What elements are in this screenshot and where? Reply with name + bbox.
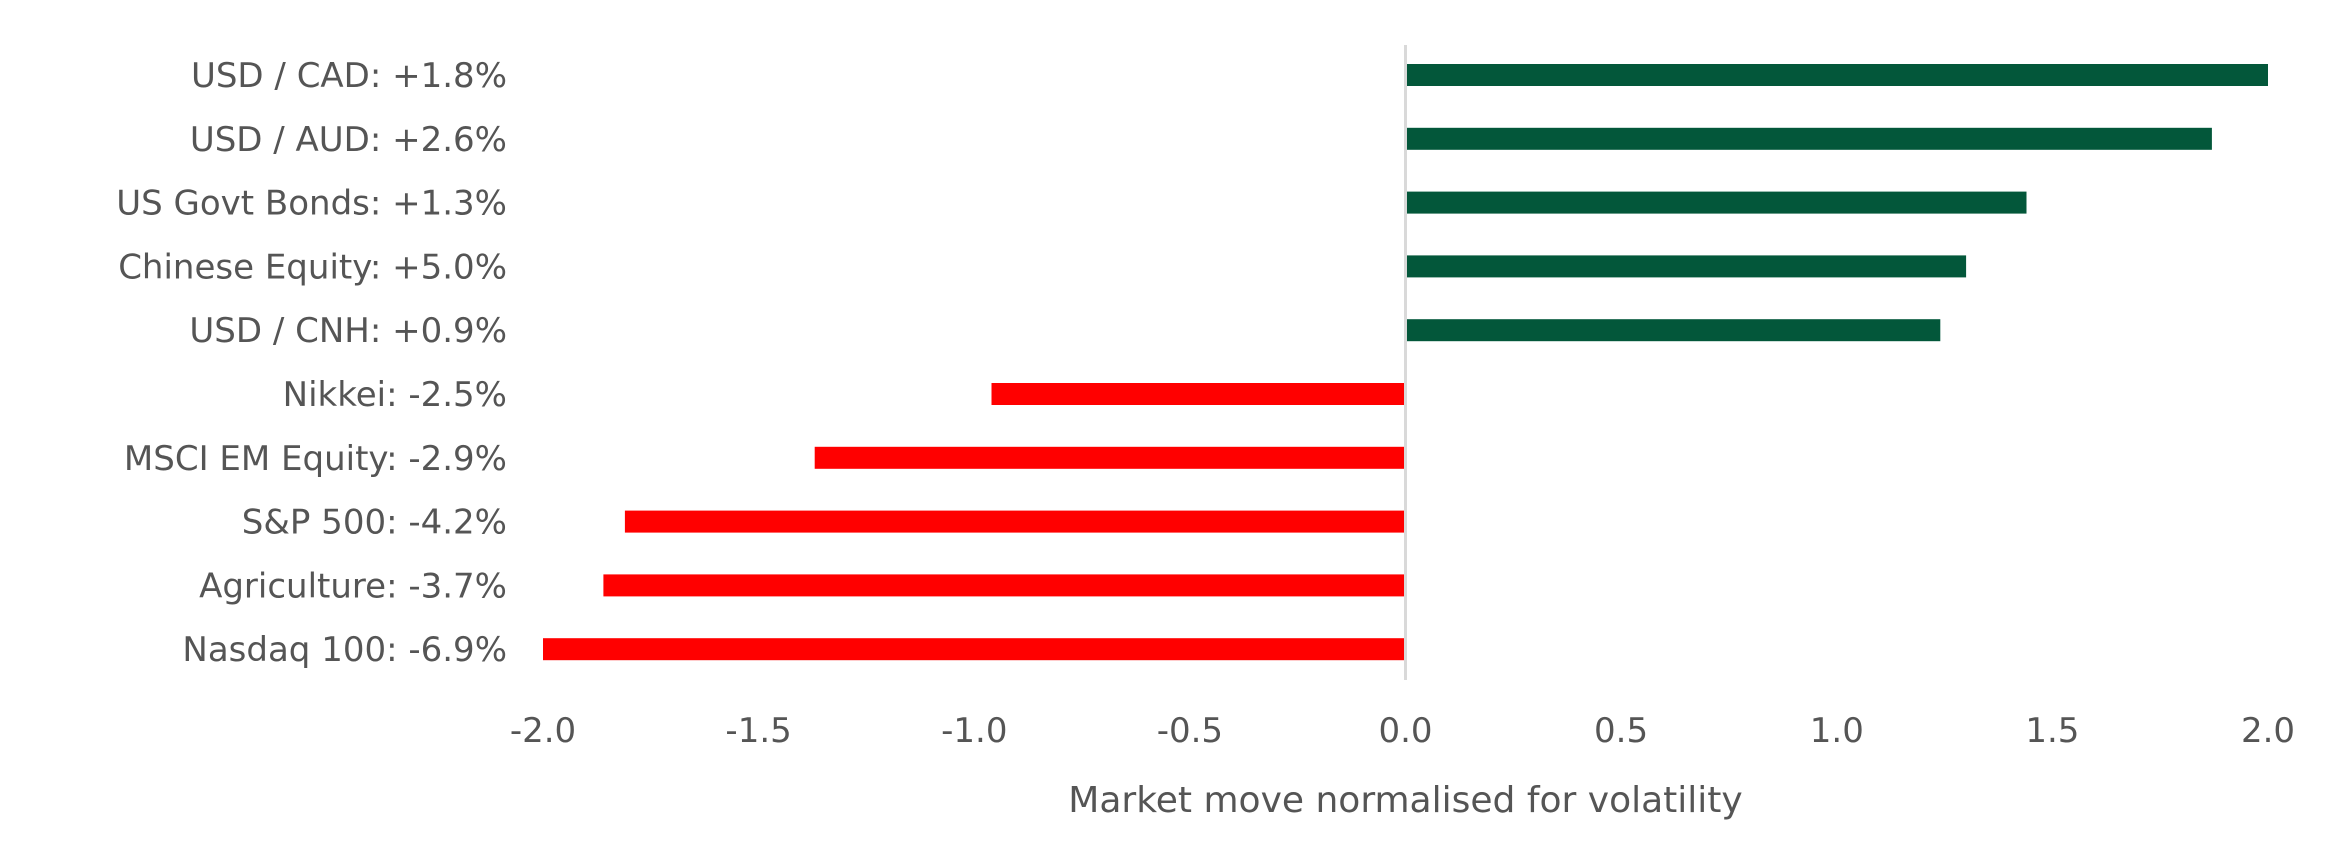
- category-label: USD / CAD: +1.8%: [191, 56, 507, 96]
- category-label: Nasdaq 100: -6.9%: [182, 630, 507, 670]
- bar-0: [1405, 64, 2268, 86]
- bar-8: [603, 574, 1406, 597]
- bar-7: [624, 510, 1406, 533]
- category-label: USD / AUD: +2.6%: [190, 120, 507, 160]
- x-tick-label: -0.5: [1157, 711, 1223, 751]
- x-tick-label: 2.0: [2241, 711, 2295, 751]
- category-label: Agriculture: -3.7%: [199, 566, 507, 606]
- category-label: S&P 500: -4.2%: [242, 503, 507, 543]
- bar-9: [543, 638, 1406, 661]
- x-tick-label: -2.0: [510, 711, 576, 751]
- x-tick-label: 0.5: [1594, 711, 1648, 751]
- category-labels: USD / CAD: +1.8% USD / AUD: +2.6% US Govt …: [116, 56, 507, 670]
- bar-1: [1405, 127, 2212, 150]
- bar-3: [1405, 255, 1967, 278]
- x-tick-label: 0.0: [1378, 711, 1432, 751]
- bar-2: [1405, 191, 2027, 214]
- x-tick-label: -1.0: [941, 711, 1007, 751]
- bar-6: [814, 446, 1406, 469]
- x-tick-label: -1.5: [725, 711, 791, 751]
- category-label: Nikkei: -2.5%: [283, 375, 507, 415]
- x-axis-title: Market move normalised for volatility: [1068, 780, 1742, 821]
- category-label: USD / CNH: +0.9%: [189, 311, 507, 351]
- x-tick-label: 1.5: [2025, 711, 2079, 751]
- category-label: US Govt Bonds: +1.3%: [116, 184, 507, 224]
- x-tick-labels: -2.0 -1.5 -1.0 -0.5 0.0 0.5 1.0 1.5 2.0: [510, 711, 2295, 751]
- category-label: MSCI EM Equity: -2.9%: [124, 439, 507, 479]
- bars-group: [543, 64, 2268, 661]
- bar-4: [1405, 319, 1941, 342]
- category-label: Chinese Equity: +5.0%: [118, 247, 507, 287]
- bar-5: [991, 383, 1406, 405]
- x-tick-label: 1.0: [1810, 711, 1864, 751]
